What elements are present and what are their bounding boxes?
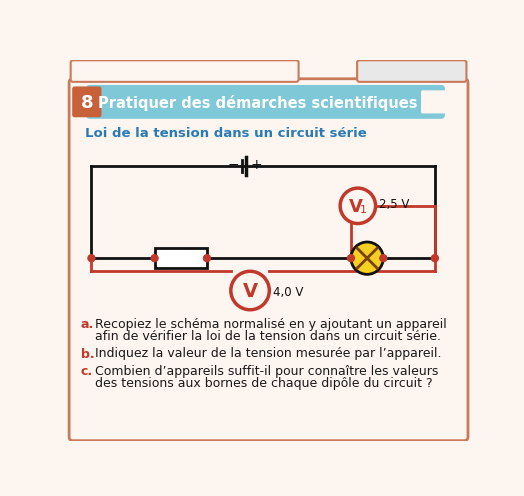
Text: +: + (250, 158, 262, 172)
FancyBboxPatch shape (69, 79, 468, 440)
Circle shape (88, 255, 95, 262)
FancyBboxPatch shape (357, 61, 466, 82)
Text: des tensions aux bornes de chaque dipôle du circuit ?: des tensions aux bornes de chaque dipôle… (94, 377, 432, 390)
Text: c.: c. (81, 365, 93, 378)
Text: 8: 8 (81, 94, 93, 113)
Text: Indiquez la valeur de la tension mesurée par l’appareil.: Indiquez la valeur de la tension mesurée… (94, 348, 441, 361)
Text: V: V (243, 282, 258, 301)
Text: 2,5 V: 2,5 V (379, 198, 410, 211)
Circle shape (340, 188, 376, 224)
Text: afin de vérifier la loi de la tension dans un circuit série.: afin de vérifier la loi de la tension da… (94, 330, 441, 343)
Circle shape (431, 255, 439, 262)
Circle shape (380, 255, 387, 262)
Text: Loi de la tension dans un circuit série: Loi de la tension dans un circuit série (85, 127, 367, 140)
Circle shape (231, 271, 269, 310)
FancyBboxPatch shape (71, 61, 299, 82)
Text: 1: 1 (360, 205, 367, 215)
Bar (155, 248, 207, 268)
Text: b.: b. (81, 348, 94, 361)
Circle shape (151, 255, 158, 262)
Text: a.: a. (81, 318, 94, 331)
Text: 4,0 V: 4,0 V (273, 286, 303, 299)
Circle shape (203, 255, 211, 262)
Text: −: − (227, 158, 239, 172)
FancyBboxPatch shape (421, 90, 447, 114)
Text: Pratiquer des démarches scientifiques: Pratiquer des démarches scientifiques (98, 95, 418, 112)
Circle shape (347, 255, 354, 262)
Text: Recopiez le schéma normalisé en y ajoutant un appareil: Recopiez le schéma normalisé en y ajouta… (94, 318, 446, 331)
FancyBboxPatch shape (72, 86, 102, 117)
Text: V: V (350, 197, 363, 216)
Circle shape (351, 242, 383, 274)
FancyBboxPatch shape (86, 85, 445, 119)
Text: Combien d’appareils suffit-il pour connaître les valeurs: Combien d’appareils suffit-il pour conna… (94, 365, 438, 378)
